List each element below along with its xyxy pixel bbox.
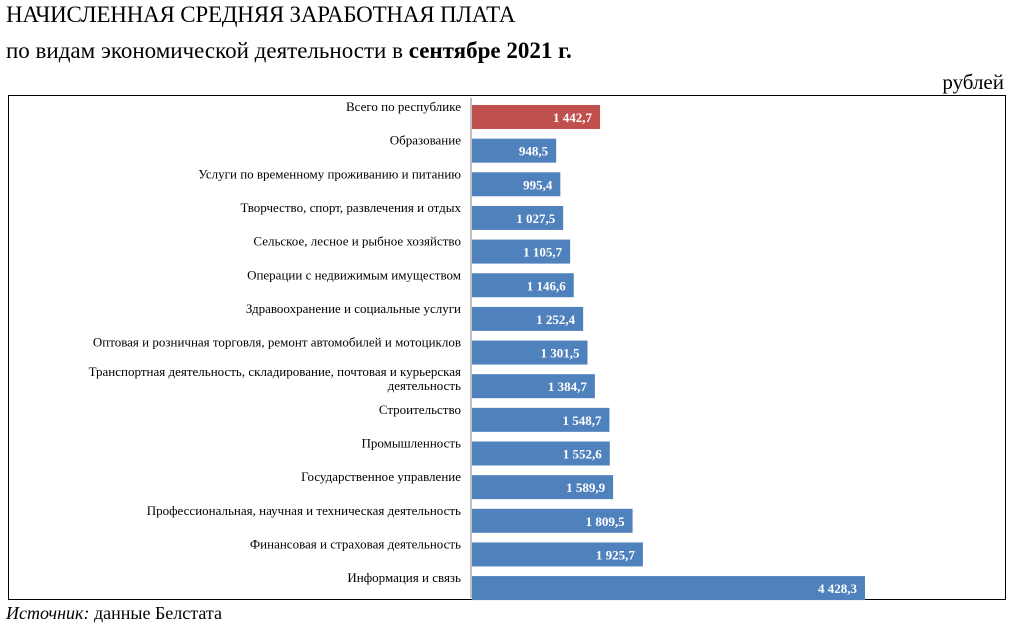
bar-value-label: 1 027,5 [516,211,556,226]
category-label: Профессиональная, научная и техническая … [147,503,461,518]
bar [472,172,561,197]
bar-value-label: 1 442,7 [553,110,593,125]
bar-value-label: 1 589,9 [566,480,606,495]
bar-value-label: 1 548,7 [562,413,602,428]
bar [472,542,643,567]
bar-total [472,105,601,129]
category-label: Всего по республике [346,99,461,114]
bar-value-label: 1 146,6 [527,278,567,293]
subtitle-prefix: по видам экономической деятельности в [6,38,409,63]
category-label: Сельское, лесное и рыбное хозяйство [253,234,461,249]
category-label: Операции с недвижимым имуществом [247,267,461,282]
category-label: деятельность [388,378,461,393]
category-label: Промышленность [362,436,462,451]
category-label: Строительство [379,402,461,417]
bar-value-label: 1 925,7 [596,547,636,562]
bar [472,306,584,331]
bar [472,576,865,601]
bar-value-label: 1 552,6 [563,447,603,462]
bar [472,273,574,298]
source-note: Источник: данные Белстата [6,603,222,624]
category-label: Государственное управление [301,469,461,484]
bar [472,205,564,230]
bar [472,374,595,399]
bar [472,475,614,500]
chart-subtitle: по видам экономической деятельности в се… [6,38,572,64]
bar-value-label: 4 428,3 [818,581,858,596]
category-label: Финансовая и страховая деятельность [250,536,461,551]
bar-value-label: 1 252,4 [536,312,576,327]
chart-title: НАЧИСЛЕННАЯ СРЕДНЯЯ ЗАРАБОТНАЯ ПЛАТА [6,2,516,27]
bar [472,441,610,466]
category-label: Образование [390,133,461,148]
bar-value-label: 1 384,7 [548,379,588,394]
bar [472,138,557,163]
category-label: Услуги по временному проживанию и питани… [198,166,461,181]
source-text: данные Белстата [89,603,222,623]
category-label: Информация и связь [347,570,461,585]
bar-value-label: 948,5 [519,144,549,159]
bar-value-label: 1 105,7 [523,245,563,260]
source-label: Источник: [6,603,90,623]
category-label: Транспортная деятельность, складирование… [89,364,461,379]
category-label: Здравоохранение и социальные услуги [246,301,461,316]
bar-value-label: 1 809,5 [586,514,626,529]
category-label: Творчество, спорт, развлечения и отдых [240,200,461,215]
units-label: рублей [942,70,1004,94]
bar-value-label: 1 301,5 [541,346,581,361]
bar [472,407,610,432]
bar [472,239,571,264]
bar [472,340,588,365]
bar-value-label: 995,4 [523,177,553,192]
subtitle-period: сентябре 2021 г. [408,38,572,63]
category-label: Оптовая и розничная торговля, ремонт авт… [93,335,461,350]
bar [472,508,633,533]
bars-group: 1 442,7 Всего по республике 948,5 Образован… [89,99,865,601]
